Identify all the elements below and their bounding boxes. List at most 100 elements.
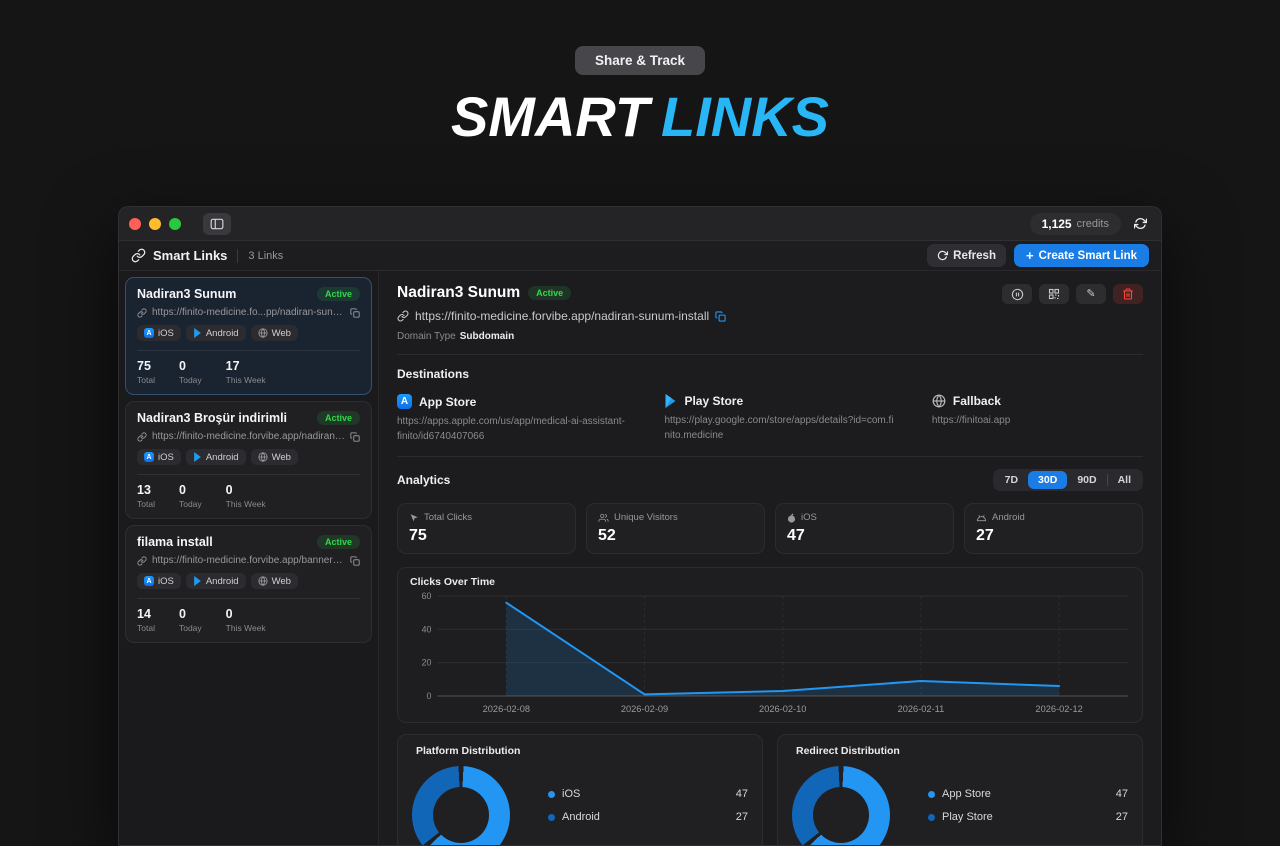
stat-label: Unique Visitors [614,512,678,523]
stat-label: Android [992,512,1025,523]
delete-link-button[interactable] [1113,284,1143,304]
stat-today-label: Today [178,499,202,509]
link-url: https://finito-medicine.forvibe.app/bann… [152,555,345,566]
zoom-window-button[interactable] [169,217,181,230]
clicks-over-time-card: Clicks Over Time 0 20 40 60 2026-02-08 2026-0… [397,567,1143,723]
platform-label: iOS [158,327,174,339]
platform-pill-web: Web [250,449,298,465]
link-card-nadiran3-sunum[interactable]: Nadiran3 Sunum Active https://finito-med… [125,277,372,395]
section-divider [397,456,1143,457]
hero-section: Share & Track SMART LINKS [0,0,1280,145]
legend-dot [548,790,555,798]
plus-icon: + [1025,248,1034,263]
create-smart-link-label: Create Smart Link [1038,249,1137,262]
sync-icon [1133,217,1147,230]
app-window: 1,125 credits Smart Links 3 Links Refres… [118,206,1162,846]
play-store-icon [664,394,677,408]
copy-icon[interactable] [350,431,360,442]
status-badge: Active [316,287,360,301]
apple-icon [787,513,796,523]
link-icon [137,307,147,318]
platform-donut-chart [412,766,510,845]
stat-today-value: 0 [178,359,186,373]
clicks-over-time-svg: 0 20 40 60 2026-02-08 2026-02-09 2026-02-10 202… [422,591,1129,714]
stat-value: 75 [409,527,427,544]
stat-week-label: This Week [225,499,266,509]
legend-row-play-store: Play Store 27 [928,811,1128,823]
links-sidebar: Nadiran3 Sunum Active https://finito-med… [119,271,379,845]
edit-icon: ✎ [1086,287,1096,300]
destination-play-store: Play Store https://play.google.com/store… [664,394,921,444]
android-icon [976,513,987,522]
link-card-nadiran3-brosur[interactable]: Nadiran3 Broşür indirimli Active https:/… [125,401,372,519]
link-icon [137,555,147,566]
link-icon [137,431,147,442]
stat-card-unique-visitors: Unique Visitors 52 [586,503,765,554]
platform-label: iOS [158,575,174,587]
platform-pill-web: Web [250,573,298,589]
platform-label: Android [205,575,239,587]
legend-value: 47 [1115,788,1128,800]
create-smart-link-button[interactable]: + Create Smart Link [1013,244,1149,267]
edit-link-button[interactable]: ✎ [1076,284,1106,304]
legend-value: 27 [1115,811,1128,823]
refresh-label: Refresh [953,249,996,262]
donut-hole [433,787,489,843]
range-90d-button[interactable]: 90D [1077,474,1097,486]
copy-icon[interactable] [350,307,360,318]
platform-pill-android: Android [185,573,246,589]
share-track-badge: Share & Track [574,46,706,75]
globe-icon [258,452,268,462]
globe-icon [258,576,268,586]
platform-distribution-title: Platform Distribution [416,745,521,757]
stat-today-value: 0 [178,483,186,497]
platform-pill-web: Web [250,325,298,341]
detail-panel: Nadiran3 Sunum Active https://finito-med… [379,271,1161,845]
copy-icon[interactable] [350,555,360,566]
stat-total-value: 75 [137,359,151,373]
legend-label: App Store [942,788,991,800]
link-card-filama-install[interactable]: filama install Active https://finito-med… [125,525,372,643]
stat-total-label: Total [137,499,155,509]
legend-row-app-store: App Store 47 [928,788,1128,800]
link-icon [397,310,409,322]
cursor-click-icon [409,513,419,523]
platform-label: Web [271,327,291,339]
app-store-icon: A [144,576,154,586]
stat-today-label: Today [178,623,202,633]
range-all-button[interactable]: All [1117,474,1131,486]
sync-credits-button[interactable] [1129,212,1151,235]
redirect-distribution-title: Redirect Distribution [796,745,900,757]
close-window-button[interactable] [129,217,141,230]
qr-code-button[interactable] [1039,284,1069,304]
copy-url-icon[interactable] [715,310,726,322]
svg-text:20: 20 [422,658,432,668]
minimize-window-button[interactable] [149,217,161,230]
window-content: Nadiran3 Sunum Active https://finito-med… [119,271,1161,845]
refresh-button[interactable]: Refresh [927,244,1006,267]
stat-card-android: Android 27 [964,503,1143,554]
link-title: Nadiran3 Broşür indirimli [137,411,288,425]
pause-icon [1011,288,1024,301]
credits-value: 1,125 [1041,216,1072,231]
legend-dot [928,813,935,821]
visitors-icon [598,513,609,523]
page-title: SMART LINKS [0,89,1280,145]
svg-text:2026-02-10: 2026-02-10 [759,704,806,714]
sidebar-toggle-button[interactable] [203,212,231,235]
redirect-distribution-card: Redirect Distribution App Store 47 P [777,734,1143,845]
pause-link-button[interactable] [1002,284,1032,304]
stat-week-label: This Week [225,623,266,633]
domain-type-value: Subdomain [459,331,515,342]
platform-label: Android [205,327,239,339]
detail-title: Nadiran3 Sunum [397,284,521,301]
legend-dot [548,813,555,821]
app-store-icon: A [144,452,154,462]
range-30d-button[interactable]: 30D [1028,471,1068,489]
legend-label: Play Store [942,811,993,823]
app-title: Smart Links [153,248,228,263]
destination-url: https://apps.apple.com/us/app/medical-ai… [397,416,625,442]
range-7d-button[interactable]: 7D [1004,474,1019,486]
